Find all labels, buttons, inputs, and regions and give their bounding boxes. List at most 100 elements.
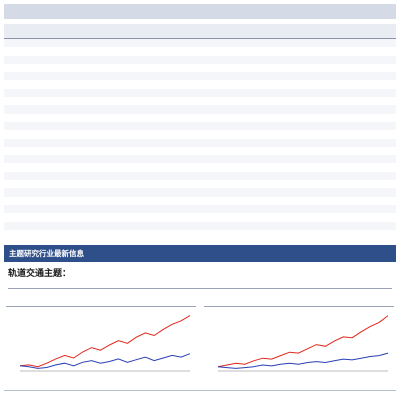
table-cell [108,138,135,147]
table-cell [134,188,161,197]
table-cell [343,204,370,214]
table-cell [213,197,239,205]
table-cell [291,38,318,48]
table-cell [160,38,187,48]
table-cell [56,72,83,81]
table-cell [4,105,31,114]
table-cell [318,213,344,221]
table-cell [317,188,344,197]
table-cell [344,163,370,171]
table-cell [343,105,370,114]
table-cell [30,47,56,55]
table-cell [135,64,161,72]
table-cell [56,64,82,72]
table-cell [30,147,56,155]
table-cell [344,64,370,72]
table-cell [265,88,292,98]
table-cell [318,64,344,72]
table-row [4,88,396,98]
table-cell [30,55,57,64]
table-cell [317,171,344,181]
table-cell [343,171,370,181]
table-cell [4,163,30,171]
table-cell [4,155,31,164]
table-cell [186,38,213,48]
table-cell [265,171,292,181]
table-cell [265,188,292,197]
table-cell [56,180,82,188]
table-caption-bar [4,4,396,19]
table-cell [160,105,187,114]
table-cell [369,38,396,48]
table-cell [56,105,83,114]
table-cell [291,213,317,221]
table-cell [160,55,187,64]
table-cell [265,121,292,131]
chart-2-series-1-line [217,315,389,368]
table-cell [186,171,213,181]
table-cell [4,55,31,64]
table-header-row [4,24,396,39]
table-cell [318,130,344,138]
table-cell [4,80,30,88]
table-cell [4,138,31,147]
table-cell [370,97,396,105]
table-row [4,147,396,155]
table-cell [213,72,240,81]
table-cell [56,163,82,171]
table-cell [109,47,135,55]
table-cell [318,197,344,205]
table-cell [4,204,31,214]
table-cell [317,155,344,164]
table-cell [135,47,161,55]
table-cell [134,105,161,114]
table-cell [160,204,187,214]
table-cell [265,72,292,81]
table-cell [370,64,396,72]
table-cell [370,130,396,138]
table-cell [56,130,82,138]
table-header-cell [343,24,370,39]
table-header-cell [239,24,266,39]
table-cell [134,72,161,81]
table-cell [213,105,240,114]
table-cell [369,188,396,197]
table-cell [265,180,291,188]
table-cell [108,88,135,98]
chart-panel-2 [204,302,394,382]
table-cell [160,155,187,164]
table-cell [160,121,187,131]
table-cell [265,114,291,122]
table-header-cell [265,24,292,39]
table-row [4,155,396,164]
table-cell [108,105,135,114]
table-cell [160,72,187,81]
table-cell [4,64,30,72]
table-cell [108,221,135,230]
table-cell [265,55,292,64]
table-row [4,204,396,214]
table-cell [56,55,83,64]
table-cell [370,80,396,88]
table-row [4,47,396,55]
table-cell [343,138,370,147]
table-cell [291,121,318,131]
table-cell [318,47,344,55]
table-cell [82,155,109,164]
table-cell [108,72,135,81]
table-cell [108,204,135,214]
table-cell [187,197,213,205]
table-cell [82,88,109,98]
table-cell [265,163,291,171]
table-cell [370,197,396,205]
table-cell [161,114,187,122]
table-cell [370,180,396,188]
table-cell [265,147,291,155]
table-cell [265,47,291,55]
table-cell [30,188,57,197]
table-cell [239,147,265,155]
table-cell [239,121,266,131]
table-cell [30,180,56,188]
table-row [4,121,396,131]
table-cell [4,38,31,48]
